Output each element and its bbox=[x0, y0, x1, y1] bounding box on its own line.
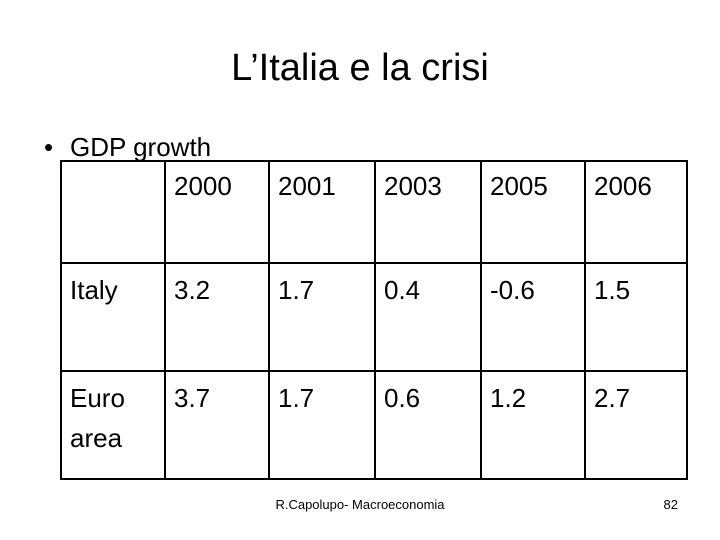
table-row-italy: Italy 3.2 1.7 0.4 -0.6 1.5 bbox=[60, 262, 688, 372]
table-cell: 1.5 bbox=[584, 262, 688, 372]
row-label-line: Euro bbox=[70, 383, 125, 413]
table-cell: 1.2 bbox=[480, 370, 586, 480]
table-header-row: 2000 2001 2003 2005 2006 bbox=[60, 160, 688, 264]
header-cell-year: 2006 bbox=[584, 160, 688, 264]
table-cell: -0.6 bbox=[480, 262, 586, 372]
header-cell-year: 2005 bbox=[480, 160, 586, 264]
header-cell-year: 2000 bbox=[164, 160, 270, 264]
header-cell-year: 2001 bbox=[268, 160, 376, 264]
bullet-text: GDP growth bbox=[70, 132, 212, 162]
gdp-growth-table: 2000 2001 2003 2005 2006 Italy 3.2 1.7 0… bbox=[60, 160, 688, 480]
header-cell-year: 2003 bbox=[374, 160, 482, 264]
row-label-italy: Italy bbox=[60, 262, 166, 372]
table-cell: 1.7 bbox=[268, 262, 376, 372]
table-cell: 0.4 bbox=[374, 262, 482, 372]
footer-text: R.Capolupo- Macroeconomia bbox=[275, 497, 445, 512]
bullet-item: • GDP growth bbox=[44, 130, 211, 164]
table-cell: 1.7 bbox=[268, 370, 376, 480]
table-cell: 3.2 bbox=[164, 262, 270, 372]
table-cell: 3.7 bbox=[164, 370, 270, 480]
table-cell: 0.6 bbox=[374, 370, 482, 480]
header-cell-empty bbox=[60, 160, 166, 264]
page-number: 82 bbox=[663, 497, 678, 512]
row-label-line: area bbox=[70, 423, 123, 453]
slide-title: L’Italia e la crisi bbox=[231, 47, 489, 89]
bullet-icon: • bbox=[44, 132, 54, 162]
table-row-euro-area: Euro area 3.7 1.7 0.6 1.2 2.7 bbox=[60, 370, 688, 480]
row-label-euro-area: Euro area bbox=[60, 370, 166, 480]
table-cell: 2.7 bbox=[584, 370, 688, 480]
